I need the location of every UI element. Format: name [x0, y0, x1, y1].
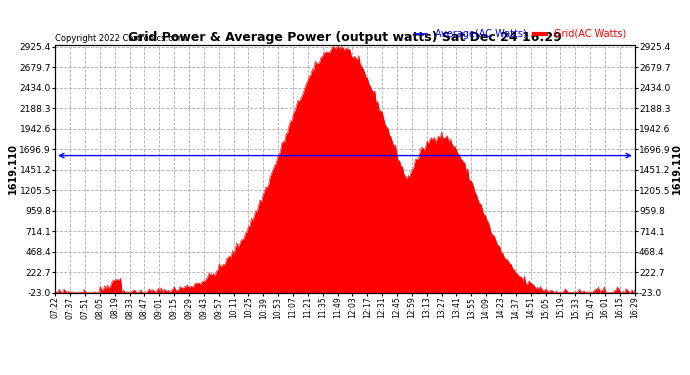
Legend: Average(AC Watts), Grid(AC Watts): Average(AC Watts), Grid(AC Watts)	[411, 25, 630, 43]
Text: Copyright 2022 Cartronics.com: Copyright 2022 Cartronics.com	[55, 34, 186, 43]
Y-axis label: 1619.110: 1619.110	[672, 143, 682, 194]
Title: Grid Power & Average Power (output watts) Sat Dec 24 16:29: Grid Power & Average Power (output watts…	[128, 31, 562, 44]
Y-axis label: 1619.110: 1619.110	[8, 143, 18, 194]
